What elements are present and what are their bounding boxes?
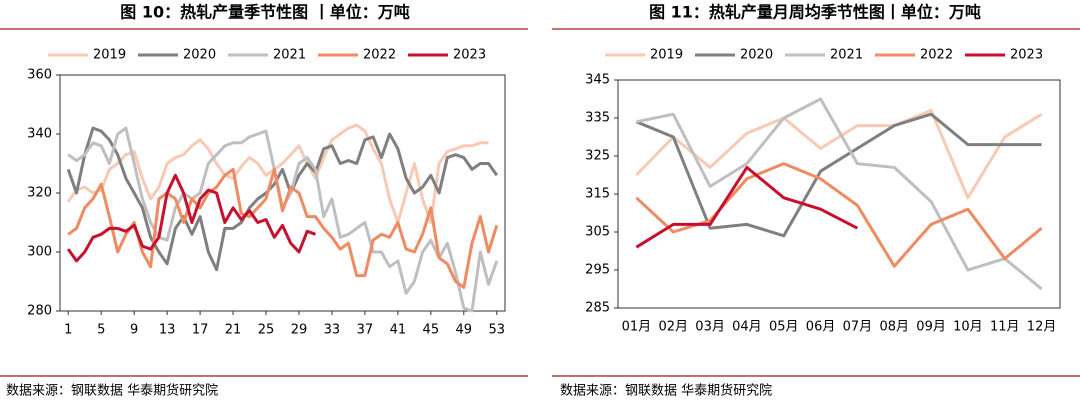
x-tick-label: 17 (192, 323, 209, 338)
x-tick-label: 05月 (769, 320, 799, 335)
chart-title: 图 10：热轧产量季节性图 丨单位：万吨 (120, 3, 409, 22)
x-tick-label: 04月 (732, 320, 762, 335)
y-tick-label: 295 (585, 263, 610, 278)
y-tick-label: 315 (585, 187, 610, 202)
y-tick-label: 285 (585, 301, 610, 316)
x-tick-label: 06月 (806, 320, 836, 335)
x-tick-label: 21 (225, 323, 242, 338)
legend-label: 2023 (453, 48, 486, 63)
series-line (635, 162, 1043, 268)
chart-title: 图 11：热轧产量月周均季节性图丨单位：万吨 (649, 3, 981, 22)
series-line (635, 112, 1042, 238)
legend-label: 2021 (273, 48, 306, 63)
y-tick-label: 325 (585, 149, 610, 164)
series-line (66, 126, 499, 272)
legend-label: 2019 (650, 48, 683, 63)
x-tick-label: 13 (159, 323, 176, 338)
source: 数据来源：钢联数据 华泰期货研究院 (560, 383, 772, 399)
legend-label: 2022 (363, 48, 396, 63)
y-tick-label: 305 (585, 225, 610, 240)
series-line (635, 108, 1043, 200)
series-line (635, 165, 859, 249)
x-tick-label: 10月 (953, 320, 983, 335)
y-tick-label: 320 (27, 186, 52, 201)
y-tick-label: 360 (27, 68, 52, 83)
x-tick-label: 49 (456, 323, 473, 338)
legend-label: 2020 (740, 48, 773, 63)
y-tick-label: 345 (585, 73, 610, 88)
y-tick-label: 340 (27, 127, 52, 142)
x-tick-label: 11月 (990, 320, 1020, 335)
y-tick-label: 300 (27, 245, 52, 260)
legend-label: 2019 (93, 48, 126, 63)
series-line (636, 97, 1043, 291)
x-tick-label: 01月 (622, 320, 652, 335)
series-line (66, 123, 489, 224)
source: 数据来源：钢联数据 华泰期货研究院 (6, 383, 218, 399)
series-line (66, 173, 317, 263)
x-tick-label: 09月 (916, 320, 946, 335)
x-tick-label: 1 (64, 323, 72, 338)
x-tick-label: 5 (97, 323, 105, 338)
x-tick-label: 41 (390, 323, 407, 338)
x-tick-label: 9 (130, 323, 138, 338)
legend-label: 2022 (920, 48, 953, 63)
x-tick-label: 02月 (658, 320, 688, 335)
plot-frame (617, 79, 1061, 309)
x-tick-label: 33 (324, 323, 341, 338)
y-tick-label: 335 (585, 111, 610, 126)
x-tick-label: 37 (357, 323, 374, 338)
x-tick-label: 12月 (1027, 320, 1057, 335)
x-tick-label: 29 (291, 323, 308, 338)
x-tick-label: 08月 (879, 320, 909, 335)
legend-label: 2021 (830, 48, 863, 63)
x-tick-label: 45 (423, 323, 440, 338)
x-tick-label: 53 (488, 323, 505, 338)
x-tick-label: 07月 (843, 320, 873, 335)
x-tick-label: 25 (258, 323, 275, 338)
y-tick-label: 280 (27, 304, 52, 319)
legend-label: 2023 (1010, 48, 1043, 63)
x-tick-label: 03月 (695, 320, 725, 335)
legend-label: 2020 (183, 48, 216, 63)
